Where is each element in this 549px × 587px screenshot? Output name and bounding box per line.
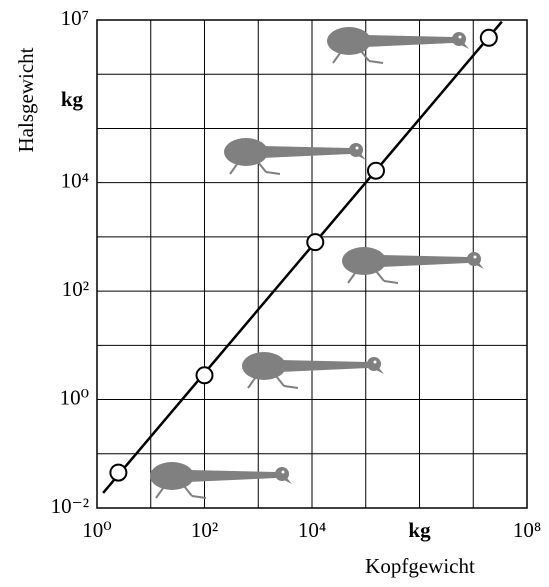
bird-icon — [149, 461, 293, 499]
data-point — [306, 233, 325, 252]
y-tick-label: 10⁷ — [61, 6, 89, 30]
x-tick-label: 10⁴ — [298, 518, 326, 542]
data-point — [366, 161, 385, 180]
y-unit: kg — [61, 87, 84, 111]
x-tick-label: 10⁸ — [513, 518, 541, 542]
y-tick-label: 10⁴ — [61, 168, 89, 192]
data-point — [479, 28, 498, 47]
bird-icon — [241, 351, 385, 389]
x-unit: kg — [408, 518, 431, 542]
x-axis-label: Kopfgewicht — [365, 554, 475, 578]
fit-line — [102, 20, 503, 494]
bird-icon — [326, 26, 470, 64]
bird-icon — [223, 137, 367, 175]
data-point — [109, 463, 128, 482]
x-tick-label: 10⁰ — [82, 518, 111, 542]
y-tick-label: 10⁰ — [60, 385, 89, 409]
y-tick-label: 10⁻² — [51, 494, 89, 518]
plot-frame — [96, 19, 528, 509]
y-tick-label: 10² — [62, 277, 89, 301]
x-tick-label: 10² — [191, 518, 218, 542]
y-axis-label: Halsgewicht — [14, 47, 38, 152]
bird-icon — [341, 246, 485, 284]
data-point — [195, 366, 214, 385]
